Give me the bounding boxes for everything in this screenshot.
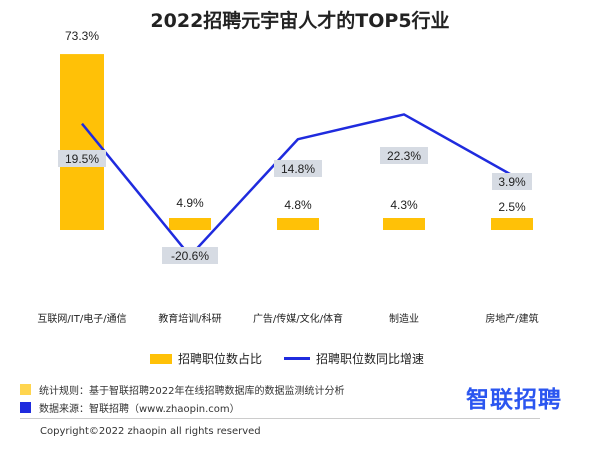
bar-value-label-4: 2.5% (498, 200, 526, 214)
x-tick-label-1: 教育培训/科研 (158, 312, 221, 325)
line-value-label-4: 3.9% (498, 175, 526, 189)
footnote-rule-text: 统计规则：基于智联招聘2022年在线招聘数据库的数据监测统计分析 (39, 386, 345, 397)
footnote-rule: 统计规则：基于智联招聘2022年在线招聘数据库的数据监测统计分析 (20, 382, 344, 397)
legend-label-line: 招聘职位数同比增速 (316, 352, 425, 366)
legend-swatch-bar (150, 353, 172, 364)
legend: 招聘职位数占比 招聘职位数同比增速 (150, 350, 424, 367)
line-label-box-4 (492, 173, 532, 190)
footnote-source: 数据来源：智联招聘（www.zhaopin.com） (20, 400, 240, 415)
footnote-rule-swatch (20, 384, 31, 395)
x-tick-label-4: 房地产/建筑 (485, 312, 538, 325)
x-tick-label-3: 制造业 (389, 312, 419, 325)
chart-canvas: 73.3% 4.9% 4.8% 4.3% 2.5% 19.5% -20.6% 14.8% 22.… (37, 29, 538, 325)
footnote-source-swatch (20, 402, 31, 413)
bar-value-label-1: 4.9% (176, 196, 204, 210)
brand-logo: 智联招聘 (466, 387, 562, 413)
line-value-label-0: 19.5% (65, 152, 99, 166)
bar-2 (277, 218, 319, 230)
legend-label-bar: 招聘职位数占比 (178, 352, 263, 366)
line-value-label-3: 22.3% (387, 149, 421, 163)
bar-1 (169, 218, 211, 230)
line-label-box-3 (380, 147, 428, 164)
growth-line (81, 113, 513, 258)
line-label-box-0 (58, 150, 106, 167)
footnote-source-text: 数据来源：智联招聘（www.zhaopin.com） (39, 404, 240, 415)
x-tick-label-0: 互联网/IT/电子/通信 (37, 312, 126, 325)
line-label-box-2 (274, 160, 322, 177)
bar-value-label-2: 4.8% (284, 198, 312, 212)
copyright: Copyright©2022 zhaopin all rights reserv… (40, 426, 261, 437)
legend-item-bar: 招聘职位数占比 (150, 350, 262, 367)
line-value-label-2: 14.8% (281, 162, 315, 176)
x-tick-label-2: 广告/传媒/文化/体育 (253, 312, 343, 325)
bar-value-label-3: 4.3% (390, 198, 418, 212)
bar-3 (383, 218, 425, 230)
bar-value-label-0: 73.3% (65, 29, 99, 43)
legend-swatch-line (284, 357, 311, 360)
chart-title: 2022招聘元宇宙人才的TOP5行业 (150, 10, 450, 32)
bar-4 (491, 218, 533, 230)
line-label-box-1 (162, 247, 218, 264)
legend-item-line: 招聘职位数同比增速 (284, 350, 424, 367)
divider (20, 418, 540, 419)
line-value-label-1: -20.6% (171, 249, 209, 263)
